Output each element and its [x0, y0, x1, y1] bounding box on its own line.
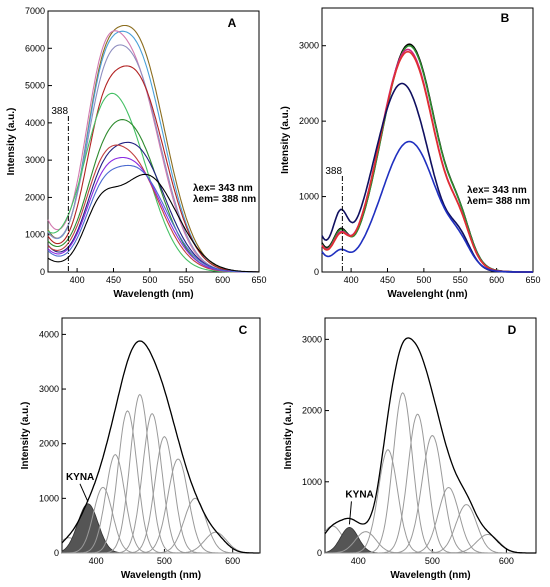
y-axis-label: Intensity (a.u.) [6, 108, 17, 176]
spectrum-line-2 [321, 44, 533, 273]
y-tick-label: 0 [40, 267, 45, 277]
x-tick-label: 500 [142, 275, 157, 285]
gaussian-component-5 [325, 392, 536, 554]
y-tick-label: 0 [314, 267, 319, 277]
panel-label: A [228, 16, 237, 30]
x-tick-label: 450 [380, 275, 395, 285]
x-axis-label: Wavelength (nm) [121, 570, 201, 581]
y-tick-label: 7000 [25, 6, 45, 16]
emission-annotation: λem= 388 nm [193, 194, 256, 205]
kyna-arrow [348, 501, 352, 525]
panel-label: D [508, 323, 517, 337]
y-tick-label: 2000 [299, 116, 319, 126]
emission-annotation: λem= 388 nm [467, 196, 530, 207]
y-tick-label: 1000 [39, 493, 59, 503]
x-axis-label: Wavelength (nm) [390, 570, 470, 581]
y-tick-label: 1000 [25, 230, 45, 240]
y-tick-label: 3000 [25, 155, 45, 165]
panel-c: 400 500 600 0 1000 2000 3000 4000 Wavelength (nm… [20, 317, 261, 581]
gaussian-component-11 [62, 531, 260, 554]
spectrum-line-5 [47, 65, 260, 273]
x-axis-label: Wavelength (nm) [113, 289, 193, 300]
y-tick-label: 1000 [299, 192, 319, 202]
x-tick-label: 450 [106, 275, 121, 285]
spectrum-line-3 [47, 30, 259, 273]
panel-b: 400 450 500 550 600 650 0 1000 2000 3000 Wavelengh… [280, 7, 541, 300]
x-tick-label: 400 [89, 556, 104, 566]
spectrum-line-1 [321, 43, 533, 273]
y-tick-label: 4000 [39, 329, 59, 339]
y-tick-label: 0 [54, 548, 59, 558]
x-tick-label: 400 [351, 556, 366, 566]
plot-frame [47, 10, 260, 273]
panel-a: 400 450 500 550 600 650 0 1000 2000 3000 4000 5000 6… [6, 6, 267, 300]
spectrum-line-1 [47, 24, 259, 273]
gaussian-component-6 [325, 413, 536, 554]
envelope-line [324, 337, 536, 554]
y-tick-label: 1000 [302, 477, 322, 487]
x-tick-label: 500 [416, 275, 431, 285]
marker-388-label: 388 [51, 106, 68, 117]
y-tick-label: 2000 [39, 439, 59, 449]
x-tick-label: 400 [70, 275, 85, 285]
plot-frame [324, 317, 537, 554]
kyna-label: KYNA [345, 489, 373, 500]
x-tick-label: 500 [157, 556, 172, 566]
marker-388-label: 388 [325, 166, 342, 177]
x-tick-label: 600 [215, 275, 230, 285]
x-tick-label: 600 [225, 556, 240, 566]
y-tick-label: 5000 [25, 81, 45, 91]
x-axis-label: Wavelenght (nm) [387, 289, 467, 300]
x-tick-label: 600 [489, 275, 504, 285]
spectrum-line-6 [321, 140, 533, 273]
x-tick-label: 550 [453, 275, 468, 285]
y-tick-label: 6000 [25, 43, 45, 53]
y-tick-label: 2000 [25, 192, 45, 202]
y-tick-label: 3000 [39, 384, 59, 394]
y-tick-label: 2000 [302, 406, 322, 416]
x-tick-label: 400 [344, 275, 359, 285]
y-axis-label: Intensity (a.u.) [20, 402, 31, 470]
x-tick-label: 650 [251, 275, 266, 285]
spectrum-line-12 [47, 173, 259, 273]
x-tick-label: 550 [179, 275, 194, 285]
y-axis-label: Intensity (a.u.) [283, 402, 294, 470]
panel-label: B [501, 11, 510, 25]
kyna-label: KYNA [66, 472, 94, 483]
x-tick-label: 600 [499, 556, 514, 566]
spectrum-line-2 [47, 30, 260, 273]
plot-frame [321, 7, 534, 273]
excitation-annotation: λex= 343 nm [467, 185, 527, 196]
panel-d: 400 500 600 0 1000 2000 3000 Wavelength (nm) Int… [283, 317, 537, 581]
y-tick-label: 0 [317, 548, 322, 558]
spectrum-line-8 [47, 141, 259, 273]
spectrum-line-9 [47, 144, 259, 273]
kyna-component-fill [324, 526, 536, 554]
excitation-annotation: λex= 343 nm [193, 183, 253, 194]
kyna-arrow [79, 483, 89, 503]
x-tick-label: 650 [525, 275, 540, 285]
y-tick-label: 4000 [25, 118, 45, 128]
panel-label: C [239, 323, 248, 337]
spectrum-line-3 [321, 48, 533, 273]
y-tick-label: 3000 [299, 41, 319, 51]
spectrum-line-5 [321, 82, 533, 273]
gaussian-component-10 [325, 534, 536, 554]
y-axis-label: Intensity (a.u.) [280, 106, 291, 174]
envelope-line [61, 340, 260, 554]
x-tick-label: 500 [425, 556, 440, 566]
y-tick-label: 3000 [302, 334, 322, 344]
spectrum-line-11 [47, 164, 259, 273]
